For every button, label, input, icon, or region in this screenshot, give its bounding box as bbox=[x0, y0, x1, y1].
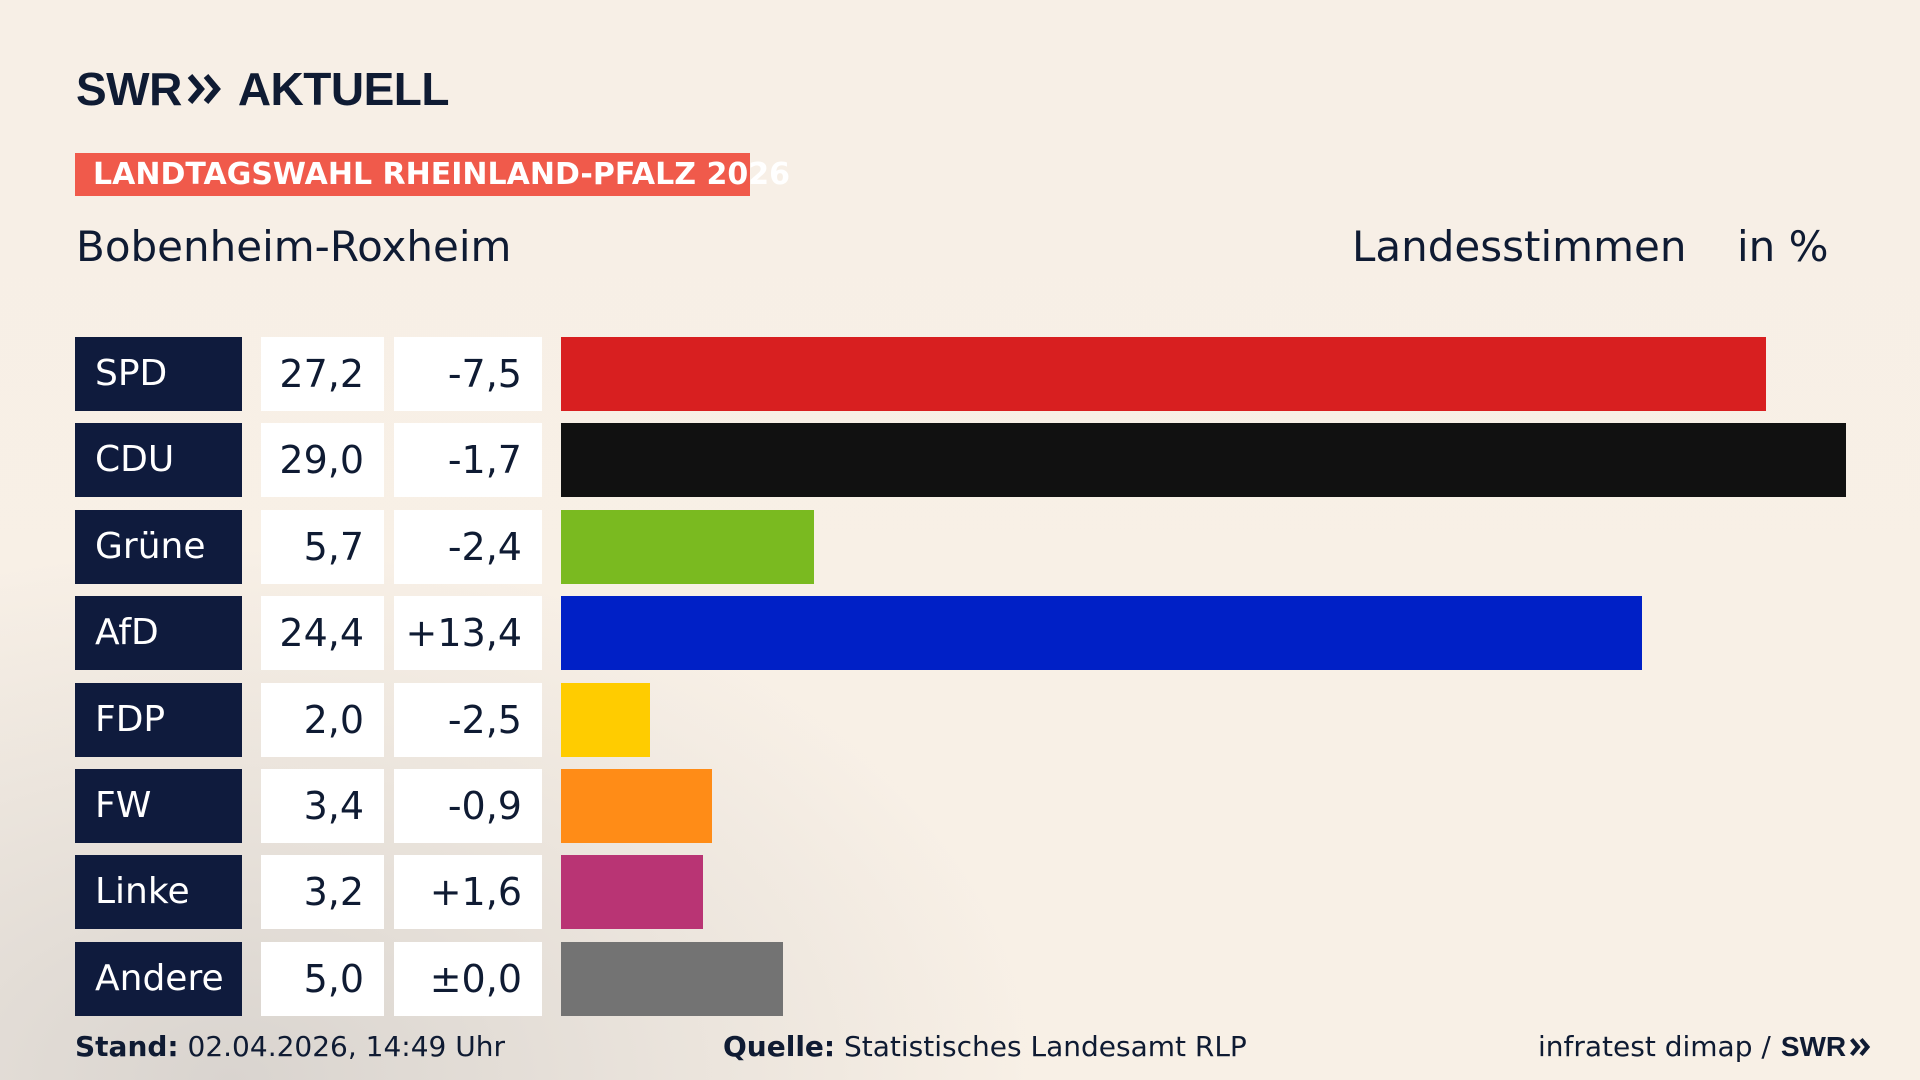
bar-spd bbox=[561, 337, 1766, 411]
party-label-fdp: FDP bbox=[75, 683, 242, 757]
bar-andere bbox=[561, 942, 783, 1016]
source-value: Statistisches Landesamt RLP bbox=[844, 1030, 1247, 1063]
stand-value: 02.04.2026, 14:49 Uhr bbox=[187, 1030, 505, 1063]
diff-label-gr-ne: -2,4 bbox=[394, 510, 542, 584]
diff-label-linke: +1,6 bbox=[394, 855, 542, 929]
party-label-cdu: CDU bbox=[75, 423, 242, 497]
diff-label-fdp: -2,5 bbox=[394, 683, 542, 757]
party-label-fw: FW bbox=[75, 769, 242, 843]
credit-swr-logo: SWR bbox=[1781, 1031, 1873, 1063]
diff-label-cdu: -1,7 bbox=[394, 423, 542, 497]
credit-swr-text: SWR bbox=[1780, 1030, 1847, 1062]
logo-swr-text: SWR bbox=[76, 63, 182, 115]
diff-label-fw: -0,9 bbox=[394, 769, 542, 843]
value-label-cdu: 29,0 bbox=[261, 423, 384, 497]
bar-cdu bbox=[561, 423, 1846, 497]
swr-aktuell-logo: SWR AKTUELL bbox=[76, 62, 449, 116]
party-label-spd: SPD bbox=[75, 337, 242, 411]
election-badge: LANDTAGSWAHL RHEINLAND-PFALZ 2026 bbox=[75, 153, 790, 196]
value-label-fw: 3,4 bbox=[261, 769, 384, 843]
bar-fw bbox=[561, 769, 712, 843]
metric-label: Landesstimmen bbox=[1352, 222, 1687, 271]
unit-label: in % bbox=[1737, 222, 1829, 271]
diff-label-spd: -7,5 bbox=[394, 337, 542, 411]
party-label-afd: AfD bbox=[75, 596, 242, 670]
diff-label-afd: +13,4 bbox=[394, 596, 542, 670]
party-label-linke: Linke bbox=[75, 855, 242, 929]
bar-afd bbox=[561, 596, 1642, 670]
value-label-andere: 5,0 bbox=[261, 942, 384, 1016]
credit-info: infratest dimap / SWR bbox=[1538, 1030, 1873, 1063]
bar-fdp bbox=[561, 683, 650, 757]
bar-linke bbox=[561, 855, 703, 929]
value-label-gr-ne: 5,7 bbox=[261, 510, 384, 584]
double-chevron-icon-small bbox=[1850, 1037, 1871, 1056]
logo-aktuell-text: AKTUELL bbox=[237, 63, 450, 115]
diff-label-andere: ±0,0 bbox=[394, 942, 542, 1016]
party-label-andere: Andere bbox=[75, 942, 242, 1016]
party-label-gr-ne: Grüne bbox=[75, 510, 242, 584]
source-label: Quelle: bbox=[723, 1030, 836, 1063]
bar-gr-ne bbox=[561, 510, 814, 584]
source-info: Quelle: Statistisches Landesamt RLP bbox=[723, 1030, 1247, 1063]
stand-info: Stand: 02.04.2026, 14:49 Uhr bbox=[75, 1030, 505, 1063]
value-label-afd: 24,4 bbox=[261, 596, 384, 670]
double-chevron-icon bbox=[187, 74, 221, 104]
stand-label: Stand: bbox=[75, 1030, 179, 1063]
place-name: Bobenheim-Roxheim bbox=[76, 222, 512, 271]
value-label-linke: 3,2 bbox=[261, 855, 384, 929]
value-label-fdp: 2,0 bbox=[261, 683, 384, 757]
credit-text: infratest dimap / bbox=[1538, 1030, 1771, 1063]
value-label-spd: 27,2 bbox=[261, 337, 384, 411]
